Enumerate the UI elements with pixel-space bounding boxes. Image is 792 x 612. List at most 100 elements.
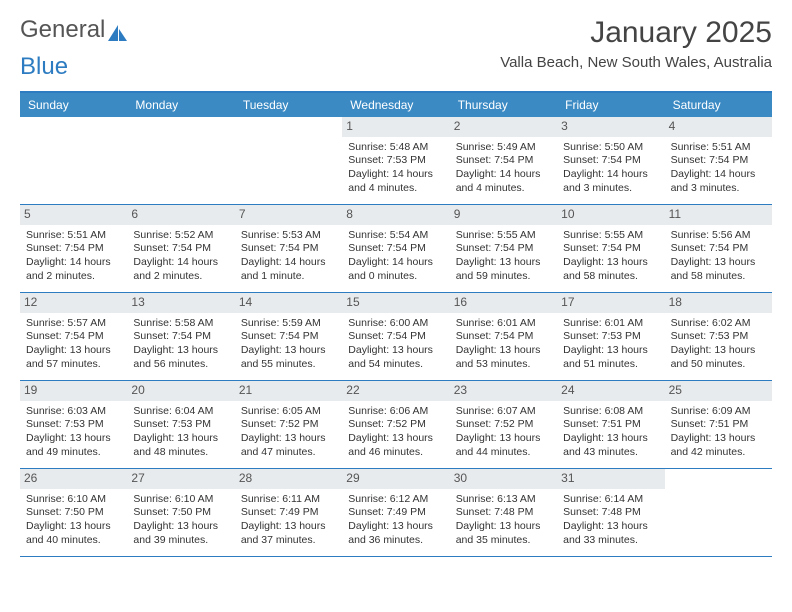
day-cell: 12 Sunrise: 5:57 AMSunset: 7:54 PMDayligh… — [20, 293, 127, 381]
day-text: Sunrise: 6:14 AMSunset: 7:48 PMDaylight:… — [563, 493, 658, 548]
day-number: 22 — [342, 381, 449, 401]
day-text: Sunrise: 6:01 AMSunset: 7:54 PMDaylight:… — [456, 317, 551, 372]
empty-cell — [127, 117, 234, 205]
day-text: Sunrise: 5:56 AMSunset: 7:54 PMDaylight:… — [671, 229, 766, 284]
sail-icon — [107, 21, 129, 39]
day-cell: 21 Sunrise: 6:05 AMSunset: 7:52 PMDayligh… — [235, 381, 342, 469]
day-text: Sunrise: 6:00 AMSunset: 7:54 PMDaylight:… — [348, 317, 443, 372]
day-header: Tuesday — [235, 93, 342, 117]
empty-cell — [20, 117, 127, 205]
day-text: Sunrise: 6:12 AMSunset: 7:49 PMDaylight:… — [348, 493, 443, 548]
day-text: Sunrise: 5:55 AMSunset: 7:54 PMDaylight:… — [563, 229, 658, 284]
day-text: Sunrise: 5:49 AMSunset: 7:54 PMDaylight:… — [456, 141, 551, 196]
day-number: 12 — [20, 293, 127, 313]
day-number: 9 — [450, 205, 557, 225]
day-cell: 2 Sunrise: 5:49 AMSunset: 7:54 PMDaylight… — [450, 117, 557, 205]
day-text: Sunrise: 6:13 AMSunset: 7:48 PMDaylight:… — [456, 493, 551, 548]
day-cell: 11 Sunrise: 5:56 AMSunset: 7:54 PMDayligh… — [665, 205, 772, 293]
day-number: 28 — [235, 469, 342, 489]
empty-cell — [235, 117, 342, 205]
day-cell: 4 Sunrise: 5:51 AMSunset: 7:54 PMDaylight… — [665, 117, 772, 205]
day-text: Sunrise: 6:09 AMSunset: 7:51 PMDaylight:… — [671, 405, 766, 460]
day-text: Sunrise: 6:04 AMSunset: 7:53 PMDaylight:… — [133, 405, 228, 460]
day-text: Sunrise: 5:53 AMSunset: 7:54 PMDaylight:… — [241, 229, 336, 284]
day-cell: 24Sunrise: 6:08 AMSunset: 7:51 PMDayligh… — [557, 381, 664, 469]
day-number: 4 — [665, 117, 772, 137]
day-text: Sunrise: 6:10 AMSunset: 7:50 PMDaylight:… — [133, 493, 228, 548]
day-text: Sunrise: 5:57 AMSunset: 7:54 PMDaylight:… — [26, 317, 121, 372]
day-text: Sunrise: 6:03 AMSunset: 7:53 PMDaylight:… — [26, 405, 121, 460]
day-number: 17 — [557, 293, 664, 313]
day-number: 27 — [127, 469, 234, 489]
day-cell: 5Sunrise: 5:51 AMSunset: 7:54 PMDaylight… — [20, 205, 127, 293]
day-text: Sunrise: 5:59 AMSunset: 7:54 PMDaylight:… — [241, 317, 336, 372]
day-cell: 27 Sunrise: 6:10 AMSunset: 7:50 PMDayligh… — [127, 469, 234, 557]
day-text: Sunrise: 6:02 AMSunset: 7:53 PMDaylight:… — [671, 317, 766, 372]
title-block: January 2025 Valla Beach, New South Wale… — [500, 16, 772, 71]
day-number: 29 — [342, 469, 449, 489]
day-number: 15 — [342, 293, 449, 313]
day-number: 1 — [342, 117, 449, 137]
day-header: Friday — [557, 93, 664, 117]
day-cell: 10 Sunrise: 5:55 AMSunset: 7:54 PMDayligh… — [557, 205, 664, 293]
day-cell: 14 Sunrise: 5:59 AMSunset: 7:54 PMDayligh… — [235, 293, 342, 381]
day-cell: 29 Sunrise: 6:12 AMSunset: 7:49 PMDayligh… — [342, 469, 449, 557]
day-cell: 17 Sunrise: 6:01 AMSunset: 7:53 PMDayligh… — [557, 293, 664, 381]
location: Valla Beach, New South Wales, Australia — [500, 54, 772, 71]
day-cell: 15 Sunrise: 6:00 AMSunset: 7:54 PMDayligh… — [342, 293, 449, 381]
day-text: Sunrise: 5:51 AMSunset: 7:54 PMDaylight:… — [671, 141, 766, 196]
month-title: January 2025 — [500, 16, 772, 50]
day-number: 14 — [235, 293, 342, 313]
day-cell: 28 Sunrise: 6:11 AMSunset: 7:49 PMDayligh… — [235, 469, 342, 557]
day-number: 13 — [127, 293, 234, 313]
day-cell: 16 Sunrise: 6:01 AMSunset: 7:54 PMDayligh… — [450, 293, 557, 381]
day-text: Sunrise: 6:10 AMSunset: 7:50 PMDaylight:… — [26, 493, 121, 548]
day-cell: 7 Sunrise: 5:53 AMSunset: 7:54 PMDaylight… — [235, 205, 342, 293]
day-text: Sunrise: 5:54 AMSunset: 7:54 PMDaylight:… — [348, 229, 443, 284]
day-header: Thursday — [450, 93, 557, 117]
day-text: Sunrise: 5:50 AMSunset: 7:54 PMDaylight:… — [563, 141, 658, 196]
day-cell: 25 Sunrise: 6:09 AMSunset: 7:51 PMDayligh… — [665, 381, 772, 469]
day-cell: 6Sunrise: 5:52 AMSunset: 7:54 PMDaylight… — [127, 205, 234, 293]
day-number: 10 — [557, 205, 664, 225]
day-number: 8 — [342, 205, 449, 225]
day-number: 2 — [450, 117, 557, 137]
day-cell: 22 Sunrise: 6:06 AMSunset: 7:52 PMDayligh… — [342, 381, 449, 469]
brand-part1: General — [20, 16, 105, 44]
day-text: Sunrise: 6:08 AMSunset: 7:51 PMDaylight:… — [563, 405, 658, 460]
day-cell: 18 Sunrise: 6:02 AMSunset: 7:53 PMDayligh… — [665, 293, 772, 381]
day-cell: 19Sunrise: 6:03 AMSunset: 7:53 PMDayligh… — [20, 381, 127, 469]
calendar-grid: SundayMondayTuesdayWednesdayThursdayFrid… — [20, 91, 772, 557]
day-header: Sunday — [20, 93, 127, 117]
day-number: 21 — [235, 381, 342, 401]
day-header: Wednesday — [342, 93, 449, 117]
day-cell: 31 Sunrise: 6:14 AMSunset: 7:48 PMDayligh… — [557, 469, 664, 557]
day-text: Sunrise: 6:06 AMSunset: 7:52 PMDaylight:… — [348, 405, 443, 460]
day-cell: 23Sunrise: 6:07 AMSunset: 7:52 PMDayligh… — [450, 381, 557, 469]
day-number: 18 — [665, 293, 772, 313]
day-text: Sunrise: 5:55 AMSunset: 7:54 PMDaylight:… — [456, 229, 551, 284]
day-cell: 8 Sunrise: 5:54 AMSunset: 7:54 PMDaylight… — [342, 205, 449, 293]
day-number: 23 — [450, 381, 557, 401]
day-text: Sunrise: 5:51 AMSunset: 7:54 PMDaylight:… — [26, 229, 121, 284]
day-text: Sunrise: 6:05 AMSunset: 7:52 PMDaylight:… — [241, 405, 336, 460]
day-text: Sunrise: 6:11 AMSunset: 7:49 PMDaylight:… — [241, 493, 336, 548]
brand-part2: Blue — [20, 53, 68, 80]
day-number: 6 — [127, 205, 234, 225]
day-number: 16 — [450, 293, 557, 313]
day-number: 30 — [450, 469, 557, 489]
day-number: 7 — [235, 205, 342, 225]
day-number: 31 — [557, 469, 664, 489]
day-cell: 13Sunrise: 5:58 AMSunset: 7:54 PMDayligh… — [127, 293, 234, 381]
day-cell: 30 Sunrise: 6:13 AMSunset: 7:48 PMDayligh… — [450, 469, 557, 557]
day-number: 25 — [665, 381, 772, 401]
day-cell: 20Sunrise: 6:04 AMSunset: 7:53 PMDayligh… — [127, 381, 234, 469]
day-cell: 9 Sunrise: 5:55 AMSunset: 7:54 PMDaylight… — [450, 205, 557, 293]
day-text: Sunrise: 6:01 AMSunset: 7:53 PMDaylight:… — [563, 317, 658, 372]
day-cell: 26Sunrise: 6:10 AMSunset: 7:50 PMDayligh… — [20, 469, 127, 557]
day-header: Monday — [127, 93, 234, 117]
day-header: Saturday — [665, 93, 772, 117]
day-number: 11 — [665, 205, 772, 225]
day-number: 3 — [557, 117, 664, 137]
day-text: Sunrise: 5:48 AMSunset: 7:53 PMDaylight:… — [348, 141, 443, 196]
